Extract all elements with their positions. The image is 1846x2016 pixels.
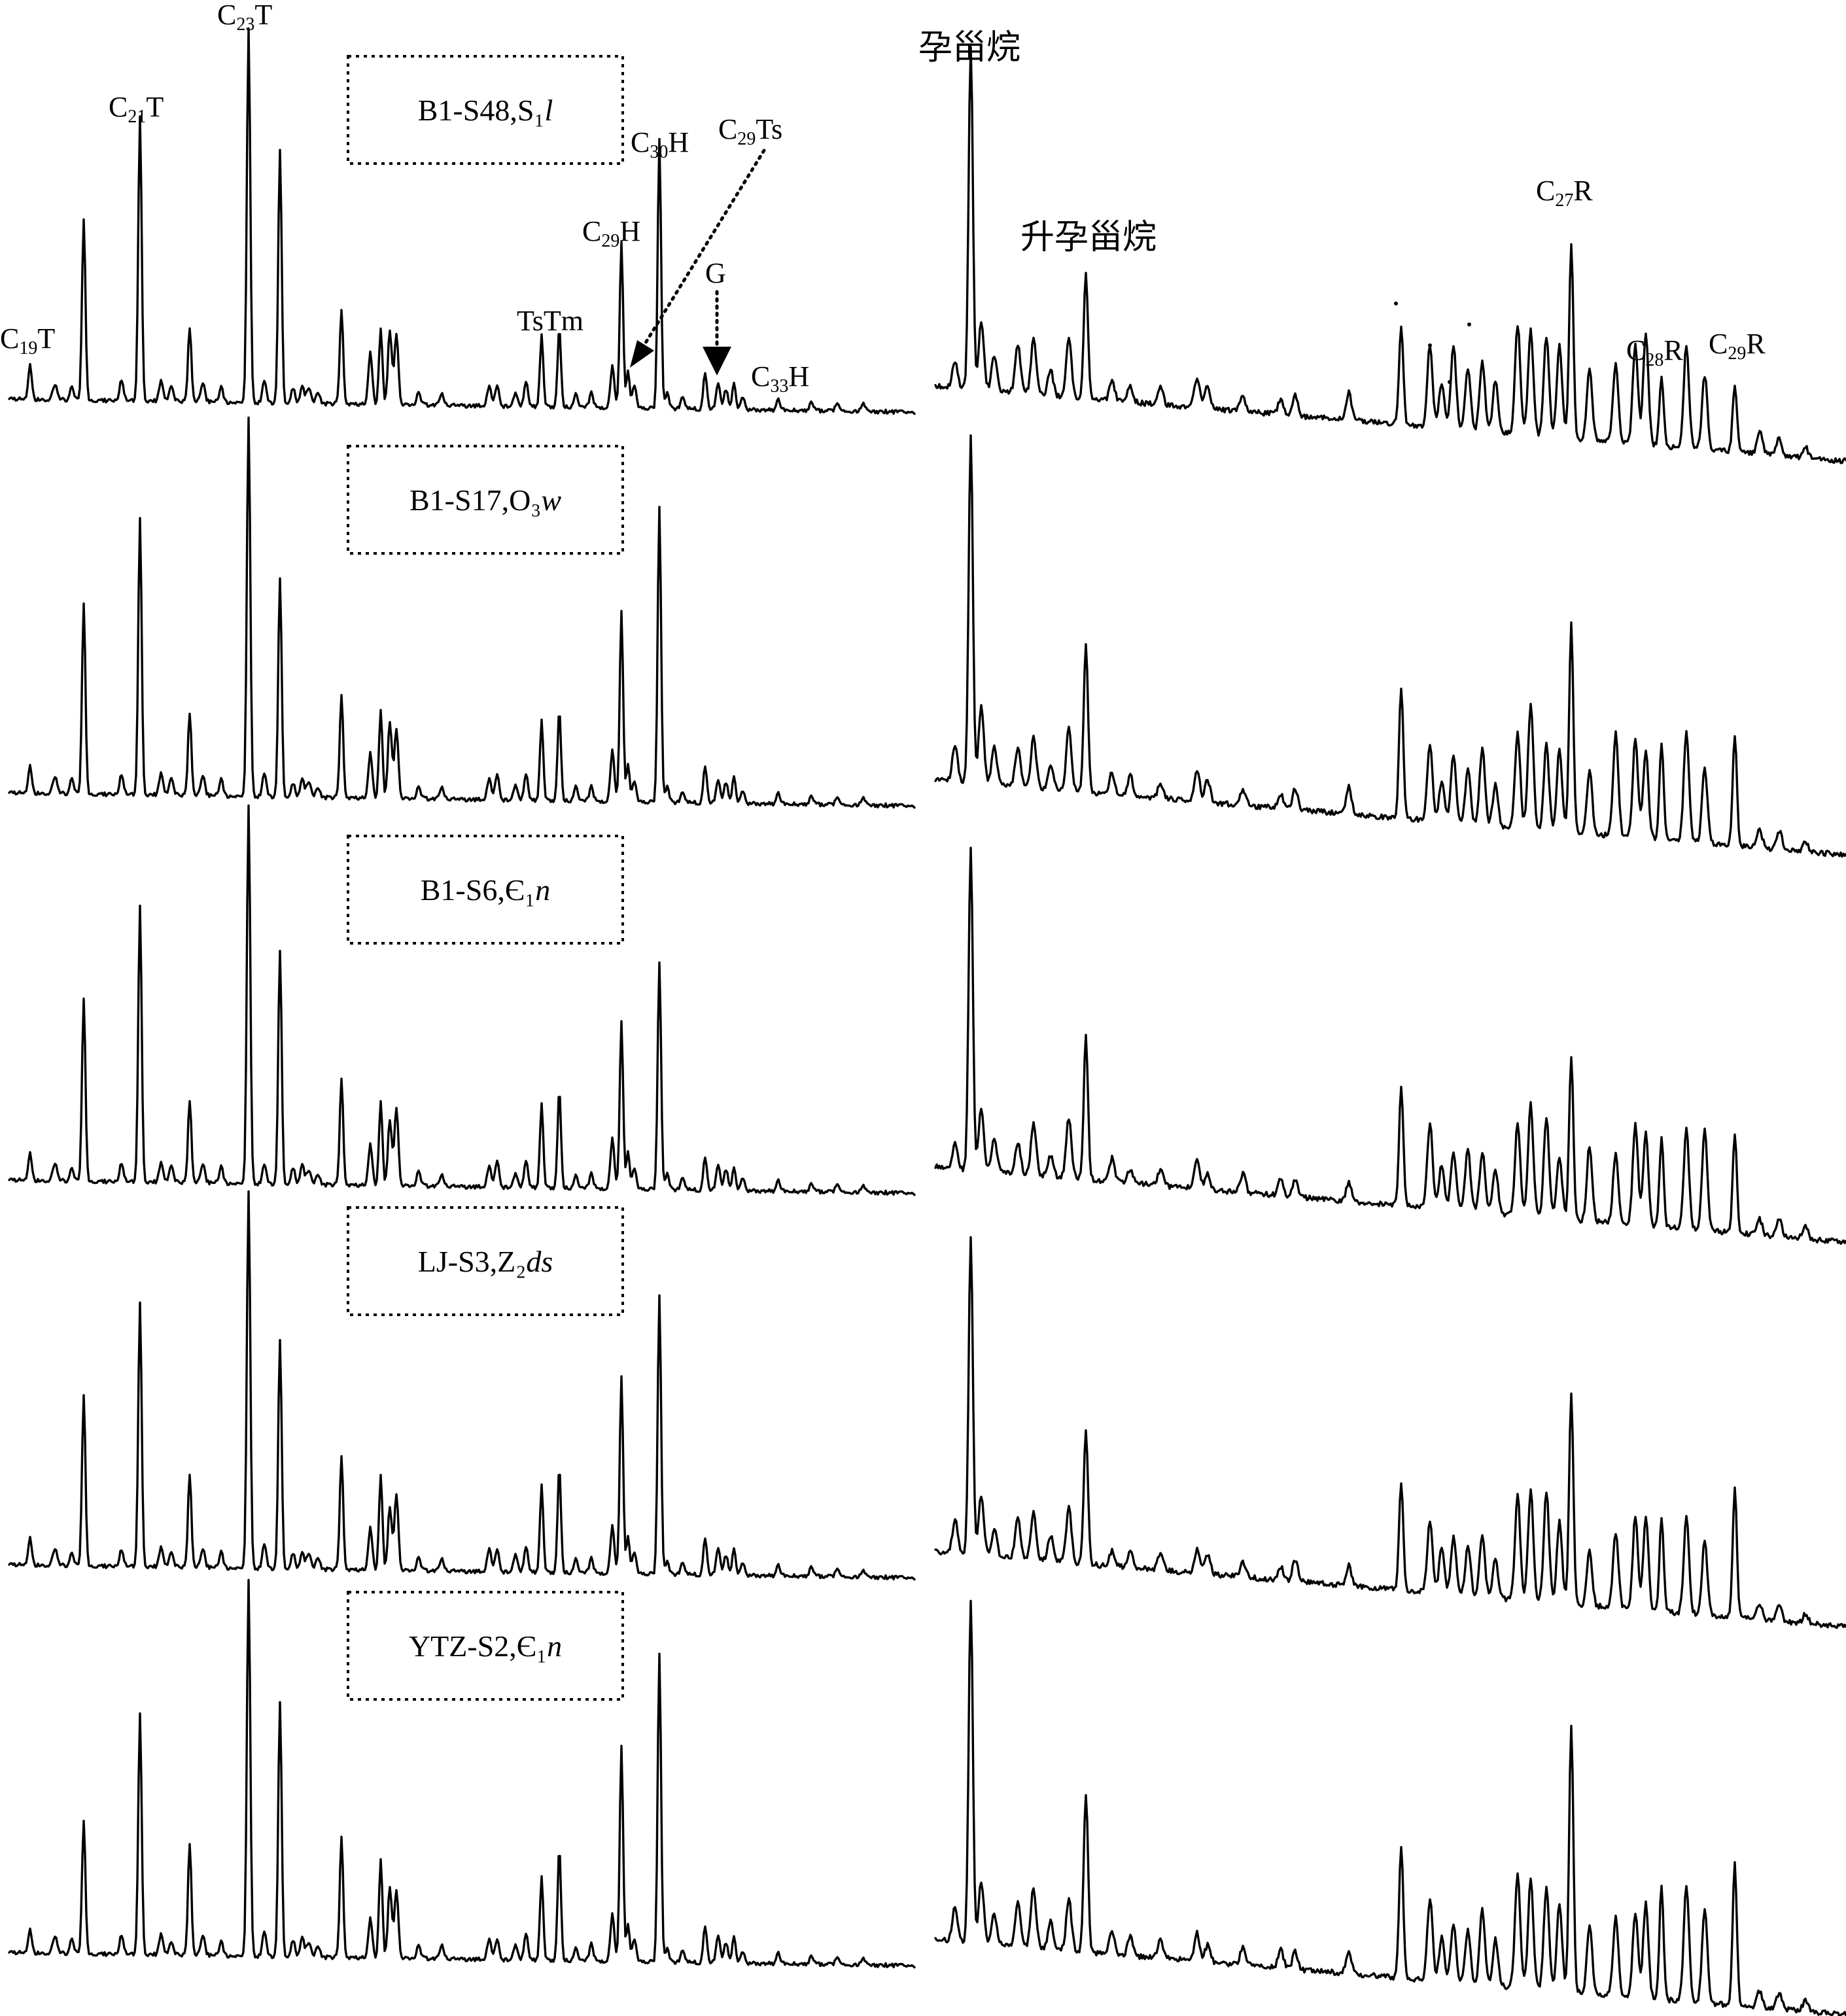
terpane-trace — [8, 27, 916, 415]
c29ts-arrow-line — [640, 148, 766, 350]
sample-label-box — [347, 55, 624, 165]
terpane-trace — [8, 1190, 916, 1581]
sterane-trace — [934, 846, 1846, 1245]
sterane-trace — [934, 1599, 1846, 2016]
sample-label-formation: l — [544, 94, 553, 127]
sample-label: YTZ-S2,Є₁n — [409, 1629, 562, 1663]
marker-dot — [1394, 302, 1398, 305]
peak-label-c19t: C19T — [0, 322, 55, 358]
peak-label-g: G — [705, 257, 726, 289]
sample-label-main: YTZ-S2,Є₁ — [409, 1629, 547, 1663]
peak-label-c28r: C28R — [1626, 334, 1683, 370]
sample-label-formation: n — [535, 873, 550, 907]
sample-label-box — [347, 445, 624, 555]
peak-label-pregnane: 孕甾烷 — [918, 29, 1020, 67]
terpane-trace — [8, 804, 916, 1196]
sterane-trace — [934, 434, 1846, 858]
sample-label-box — [347, 835, 624, 945]
marker-dot — [1448, 380, 1452, 384]
marker-dot — [1467, 322, 1471, 326]
sample-label-formation: ds — [526, 1245, 553, 1278]
sample-label-main: B1-S6,Є₁ — [421, 873, 536, 907]
sterane-trace — [934, 1236, 1846, 1629]
sample-label-main: LJ-S3,Z₂ — [418, 1245, 527, 1278]
sterane-trace — [934, 46, 1846, 464]
sample-label-formation: w — [541, 483, 561, 517]
sample-box-group: B1-S48,S₁lB1-S17,O₃wB1-S6,Є₁nLJ-S3,Z₂dsY… — [347, 55, 624, 1701]
terpane-trace — [8, 1578, 916, 1969]
g-arrow-head — [703, 347, 731, 375]
sample-label-main: B1-S17,O₃ — [409, 483, 541, 517]
peak-label-c23t: C23T — [217, 0, 272, 35]
peak-label-c29ts: C29Ts — [718, 113, 782, 149]
terpane-trace — [8, 416, 916, 809]
sample-label: B1-S6,Є₁n — [421, 873, 551, 907]
peak-label-tstm: TsTm — [517, 305, 583, 337]
peak-label-c27r: C27R — [1536, 175, 1593, 211]
left-peak-labels: C19T C21T C23T TsTm C29H C30H C29Ts G C3… — [0, 0, 809, 396]
sample-label: B1-S48,S₁l — [418, 94, 553, 127]
sample-label-formation: n — [547, 1629, 562, 1663]
sample-label: LJ-S3,Z₂ds — [418, 1245, 553, 1278]
sample-label: B1-S17,O₃w — [409, 483, 561, 517]
peak-label-c33h: C33H — [751, 360, 809, 396]
peak-label-c29r: C29R — [1709, 328, 1766, 364]
peak-label-homopregnane: 升孕甾烷 — [1020, 219, 1157, 256]
marker-dot — [1428, 343, 1432, 347]
peak-label-c21t: C21T — [109, 91, 164, 127]
sample-label-main: B1-S48,S₁ — [418, 94, 545, 127]
sample-label-box — [347, 1591, 624, 1701]
peak-label-c29h: C29H — [582, 215, 640, 251]
sample-label-box — [347, 1206, 624, 1316]
trace-group — [8, 27, 1846, 2016]
c29ts-arrow-head — [630, 340, 654, 368]
right-peak-labels: 孕甾烷 升孕甾烷 C27R C28R C29R — [918, 29, 1766, 384]
peak-label-c30h: C30H — [631, 126, 689, 162]
